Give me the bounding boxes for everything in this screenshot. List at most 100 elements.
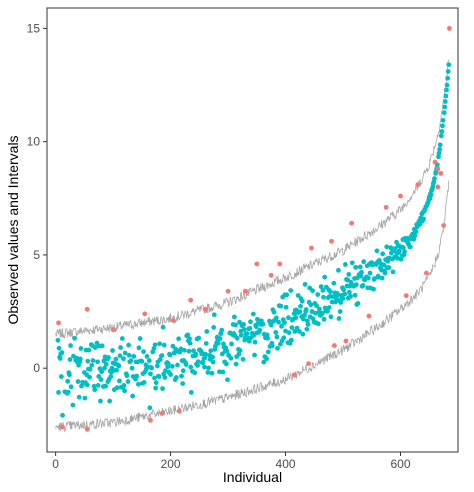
inside-point xyxy=(392,246,398,251)
inside-point xyxy=(161,342,167,348)
inside-point xyxy=(141,380,147,385)
inside-point xyxy=(108,374,114,379)
inside-point xyxy=(117,378,122,384)
inside-point xyxy=(153,380,159,386)
outside-point xyxy=(398,193,403,199)
inside-point xyxy=(443,93,449,99)
inside-point xyxy=(92,387,98,393)
inside-point xyxy=(442,99,448,104)
outside-point xyxy=(268,272,274,278)
inside-point xyxy=(257,327,263,333)
inside-point xyxy=(352,292,358,298)
inside-point xyxy=(117,353,123,359)
inside-point xyxy=(129,365,135,371)
inside-point xyxy=(292,329,298,334)
inside-point xyxy=(302,281,308,287)
inside-point xyxy=(149,365,155,371)
inside-point xyxy=(220,369,226,375)
inside-point xyxy=(128,358,134,364)
inside-point xyxy=(119,336,125,341)
outside-point xyxy=(84,306,90,312)
inside-point xyxy=(203,341,209,346)
outside-point xyxy=(435,166,441,172)
outside-point xyxy=(84,426,90,432)
inside-point xyxy=(349,260,355,266)
inside-point xyxy=(169,363,175,369)
inside-point xyxy=(327,289,333,295)
inside-point xyxy=(437,142,443,148)
inside-point xyxy=(357,264,363,270)
inside-point xyxy=(84,382,90,388)
inside-point xyxy=(126,352,132,358)
inside-point xyxy=(71,353,76,359)
outside-point xyxy=(423,270,429,276)
inside-point xyxy=(176,336,182,342)
outside-point xyxy=(329,238,334,244)
inside-point xyxy=(134,373,140,379)
inside-point xyxy=(225,377,230,383)
outside-point xyxy=(403,293,409,299)
x-tick-label: 200 xyxy=(161,457,181,471)
inside-point xyxy=(274,334,280,340)
inside-point xyxy=(65,389,71,395)
inside-point xyxy=(56,345,62,351)
outside-point xyxy=(366,313,372,319)
inside-point xyxy=(152,375,157,381)
inside-point xyxy=(210,359,216,365)
inside-point xyxy=(310,288,315,294)
inside-point xyxy=(103,361,109,367)
inside-point xyxy=(279,323,284,329)
x-tick-label: 600 xyxy=(391,457,411,471)
inside-point xyxy=(355,301,361,306)
inside-point xyxy=(359,269,364,275)
inside-point xyxy=(180,381,186,386)
inside-point xyxy=(92,345,98,350)
inside-point xyxy=(304,326,310,332)
inside-point xyxy=(195,363,201,368)
inside-point xyxy=(253,324,259,330)
inside-point xyxy=(68,343,73,348)
inside-point xyxy=(217,336,223,341)
y-tick-label: 15 xyxy=(27,21,41,35)
inside-point xyxy=(444,82,450,88)
inside-point xyxy=(421,216,426,222)
inside-point xyxy=(175,362,180,368)
inside-point xyxy=(233,361,239,367)
inside-point xyxy=(286,330,292,336)
inside-point xyxy=(337,309,343,314)
inside-point xyxy=(445,75,451,81)
inside-point xyxy=(195,359,201,365)
inside-point xyxy=(353,264,359,270)
inside-point xyxy=(436,150,442,156)
lower-interval-line xyxy=(55,180,450,433)
inside-point xyxy=(240,356,246,362)
inside-point xyxy=(319,310,325,316)
outside-point xyxy=(171,318,176,324)
x-axis-title: Individual xyxy=(223,469,282,485)
inside-point xyxy=(346,289,352,295)
inside-point xyxy=(432,176,437,181)
inside-point xyxy=(336,267,341,273)
y-axis: 0 5 10 15 xyxy=(27,21,47,375)
inside-point xyxy=(300,316,306,322)
inside-point xyxy=(281,335,287,341)
inside-points xyxy=(55,62,452,418)
inside-point xyxy=(121,356,126,362)
inside-point xyxy=(114,367,119,373)
inside-point xyxy=(340,296,346,302)
inside-point xyxy=(248,319,253,325)
inside-point xyxy=(126,342,132,348)
inside-point xyxy=(358,273,364,279)
inside-point xyxy=(265,335,271,341)
inside-point xyxy=(326,305,332,310)
inside-point xyxy=(297,309,303,315)
inside-point xyxy=(154,363,160,369)
inside-point xyxy=(360,283,366,288)
upper-interval-line xyxy=(55,59,450,339)
inside-point xyxy=(237,348,243,353)
inside-point xyxy=(353,282,359,287)
inside-point xyxy=(288,288,294,293)
inside-point xyxy=(295,293,301,298)
inside-point xyxy=(314,303,319,309)
inside-point xyxy=(192,370,198,376)
